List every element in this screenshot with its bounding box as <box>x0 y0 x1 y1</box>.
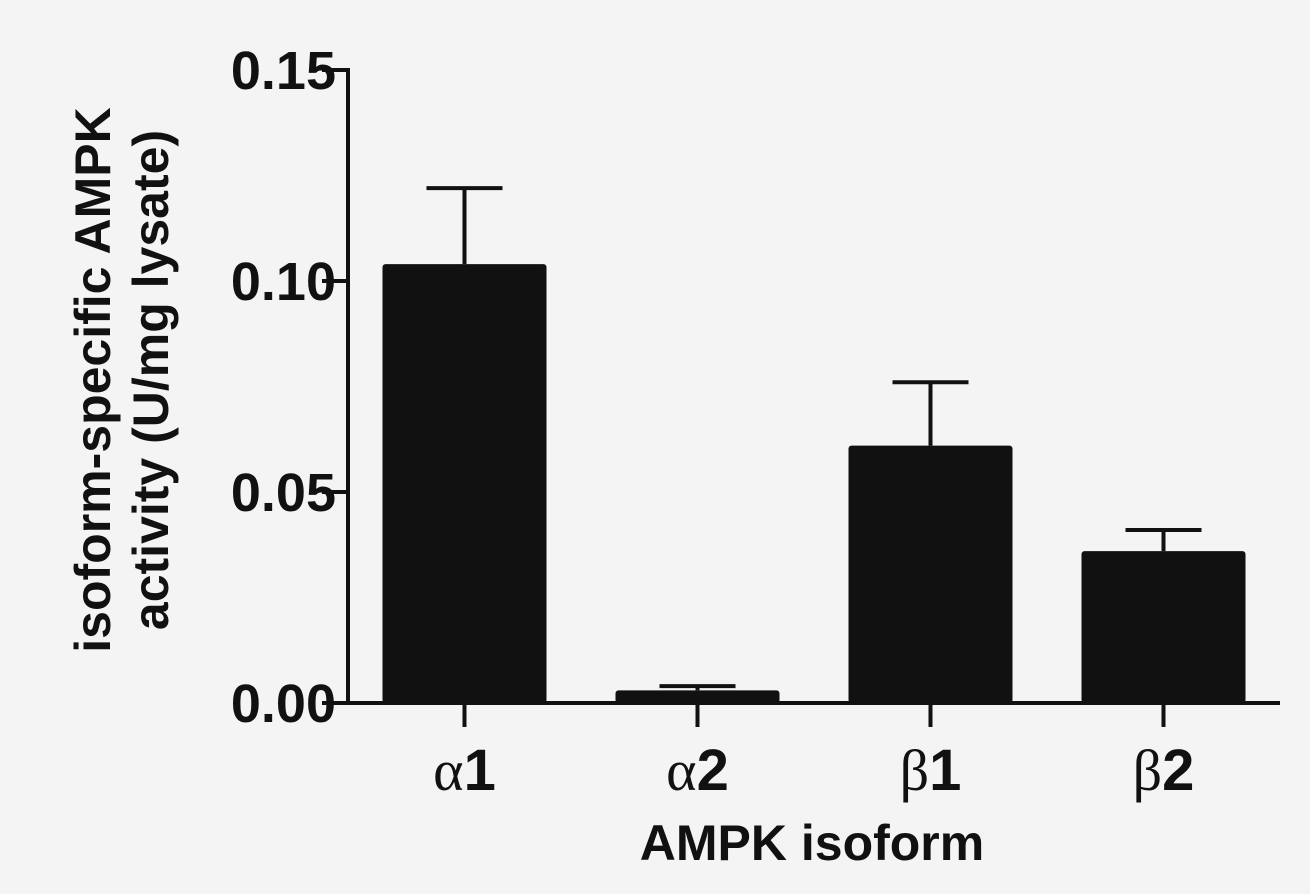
x-tick-label: α1 <box>433 738 496 803</box>
x-axis-title: AMPK isoform <box>640 815 984 871</box>
y-tick-label: 0.15 <box>231 41 336 101</box>
y-axis: 0.00 0.05 0.10 0.15 <box>231 41 350 734</box>
x-tick-label-greek: β <box>1133 738 1163 803</box>
x-tick-label-greek: β <box>900 738 930 803</box>
x-tick-label-greek: α <box>433 738 463 803</box>
bar <box>848 445 1013 703</box>
y-tick-label: 0.00 <box>231 674 336 734</box>
bar <box>615 690 780 703</box>
y-tick-label: 0.10 <box>231 252 336 312</box>
y-axis-title-line-2: activity (U/mg lysate) <box>123 130 179 630</box>
x-tick-label-number: 2 <box>697 738 729 803</box>
y-axis-title: isoform-specific AMPK activity (U/mg lys… <box>65 107 179 652</box>
x-tick-label: β2 <box>1133 738 1195 803</box>
x-tick-label-number: 1 <box>929 738 961 803</box>
x-tick-label-greek: α <box>666 738 696 803</box>
x-tick-label-number: 1 <box>464 738 496 803</box>
y-tick-label: 0.05 <box>231 463 336 523</box>
x-tick-label: β1 <box>900 738 962 803</box>
x-tick-label-number: 2 <box>1162 738 1194 803</box>
bar <box>382 264 547 703</box>
x-tick-label: α2 <box>666 738 729 803</box>
x-axis: α1 α2 β1 β2 <box>346 701 1280 803</box>
y-axis-title-line-1: isoform-specific AMPK <box>65 107 121 652</box>
bar <box>1081 551 1246 703</box>
bars <box>382 186 1246 703</box>
